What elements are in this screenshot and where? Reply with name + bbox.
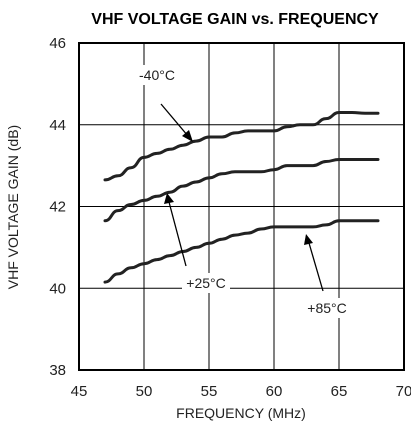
annotation-bg-plus85 xyxy=(302,298,352,318)
y-tick-label: 40 xyxy=(49,280,66,297)
annotation-plus25: +25°C xyxy=(186,275,225,291)
x-tick-label: 60 xyxy=(266,383,283,400)
series-line-2 xyxy=(103,219,380,284)
series-line-0 xyxy=(103,111,380,182)
grid xyxy=(79,43,404,370)
y-tick-label: 38 xyxy=(49,362,66,379)
annotation-minus40: -40°C xyxy=(139,67,175,83)
plot-frame xyxy=(78,42,405,371)
leader-plus25 xyxy=(168,201,187,267)
leader-plus85 xyxy=(308,242,324,292)
leader-minus40 xyxy=(160,103,189,137)
x-tick-label: 70 xyxy=(396,383,411,400)
x-tick-label: 45 xyxy=(71,383,88,400)
x-tick-label: 50 xyxy=(136,383,153,400)
x-tick-label: 65 xyxy=(331,383,348,400)
x-axis-ticks: 45 50 55 60 65 70 xyxy=(71,383,411,400)
arrowhead-minus40 xyxy=(182,130,193,142)
y-axis-label: VHF VOLTAGE GAIN (dB) xyxy=(5,125,21,289)
x-tick-label: 55 xyxy=(201,383,218,400)
arrowhead-plus85 xyxy=(304,234,313,245)
y-axis-ticks: 38 40 42 44 46 xyxy=(49,35,66,379)
y-tick-label: 46 xyxy=(49,35,66,52)
y-tick-label: 44 xyxy=(49,117,66,134)
series-line-1 xyxy=(103,157,380,223)
series-group xyxy=(103,111,380,284)
annotation-plus85: +85°C xyxy=(307,300,346,316)
chart-title: VHF VOLTAGE GAIN vs. FREQUENCY xyxy=(91,11,379,28)
arrowhead-plus25 xyxy=(164,193,174,204)
annotation-bg-minus40 xyxy=(135,65,179,85)
annotation-leaders xyxy=(160,103,324,292)
x-axis-label: FREQUENCY (MHz) xyxy=(176,405,306,421)
annotation-bg-plus25 xyxy=(182,273,230,293)
y-tick-label: 42 xyxy=(49,199,66,216)
